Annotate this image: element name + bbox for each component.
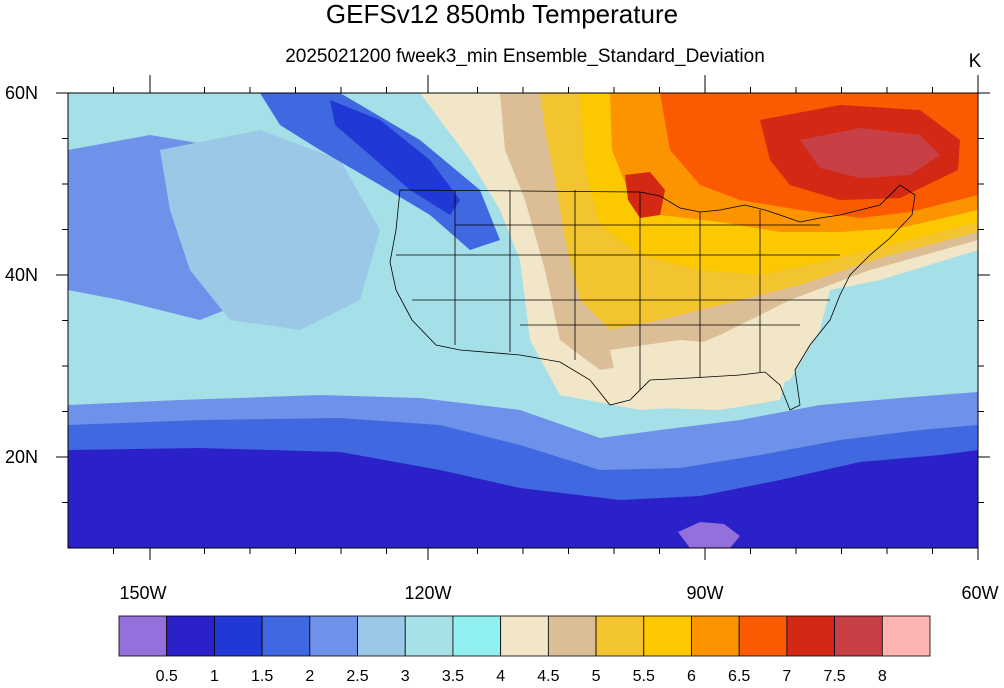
colorbar-swatch [214,615,263,657]
map-plot-area [68,93,978,548]
colorbar-label: 3 [401,668,410,683]
colorbar-label: 6 [687,668,696,683]
region-spread-1-5-nw [330,100,460,215]
lon-label-120w: 120W [404,583,451,603]
lon-label-60w: 60W [961,583,998,603]
colorbar-swatch [500,615,549,657]
lon-label-150w: 150W [119,583,166,603]
colorbar-swatch [452,615,502,657]
latitude-ticks [56,92,990,503]
region-spread-8 [800,128,940,178]
colorbar-label: 5 [592,668,601,683]
colorbar-label: 6.5 [728,668,750,683]
colorbar-label: 8 [878,668,887,683]
colorbar-swatch [834,615,883,657]
lat-label-40n: 40N [5,265,38,285]
colorbar-swatch [357,615,406,657]
lon-label-90w: 90W [686,583,723,603]
chart-subtitle: 2025021200 fweek3_min Ensemble_Standard_… [285,46,765,67]
lat-label-20n: 20N [5,447,38,467]
colorbar-label: 4.5 [537,668,559,683]
colorbar-label: 1.5 [251,668,273,683]
colorbar-swatch [118,615,168,657]
lat-label-60n: 60N [5,83,38,103]
colorbar-swatch [404,615,454,657]
colorbar-swatch [595,615,645,657]
colorbar-label: 3.5 [442,668,464,683]
region-spread-0-5 [678,522,740,548]
colorbar-label: 2 [305,668,314,683]
colorbar-swatch [547,615,597,657]
colorbar-label: 7.5 [823,668,845,683]
colorbar: 0.5 1 1.5 2 2.5 3 3.5 4 4.5 5 5.5 6 6.5 7 7.5 8 [118,615,931,685]
chart-title: GEFSv12 850mb Temperature [326,0,678,29]
colorbar-label: 0.5 [156,668,178,683]
region-spread-2-nw [260,93,500,250]
colorbar-swatch [881,615,931,657]
colorbar-swatch [261,615,311,657]
colorbar-swatch [166,615,215,657]
colorbar-swatch [691,615,740,657]
colorbar-swatch [643,615,692,657]
region-spread-7-5-b [625,172,665,218]
colorbar-swatch [738,615,788,657]
colorbar-label: 5.5 [633,668,655,683]
political-boundaries [389,184,916,411]
units-label: K [969,51,982,72]
colorbar-label: 4 [496,668,505,683]
region-spread-1 [68,448,978,548]
longitude-ticks [113,75,979,560]
region-spread-3-central [160,130,380,330]
colorbar-label: 1 [210,668,219,683]
colorbar-label: 7 [782,668,791,683]
colorbar-label: 2.5 [346,668,368,683]
us-coastline [389,184,916,411]
colorbar-swatch [309,615,358,657]
colorbar-swatch [786,615,835,657]
